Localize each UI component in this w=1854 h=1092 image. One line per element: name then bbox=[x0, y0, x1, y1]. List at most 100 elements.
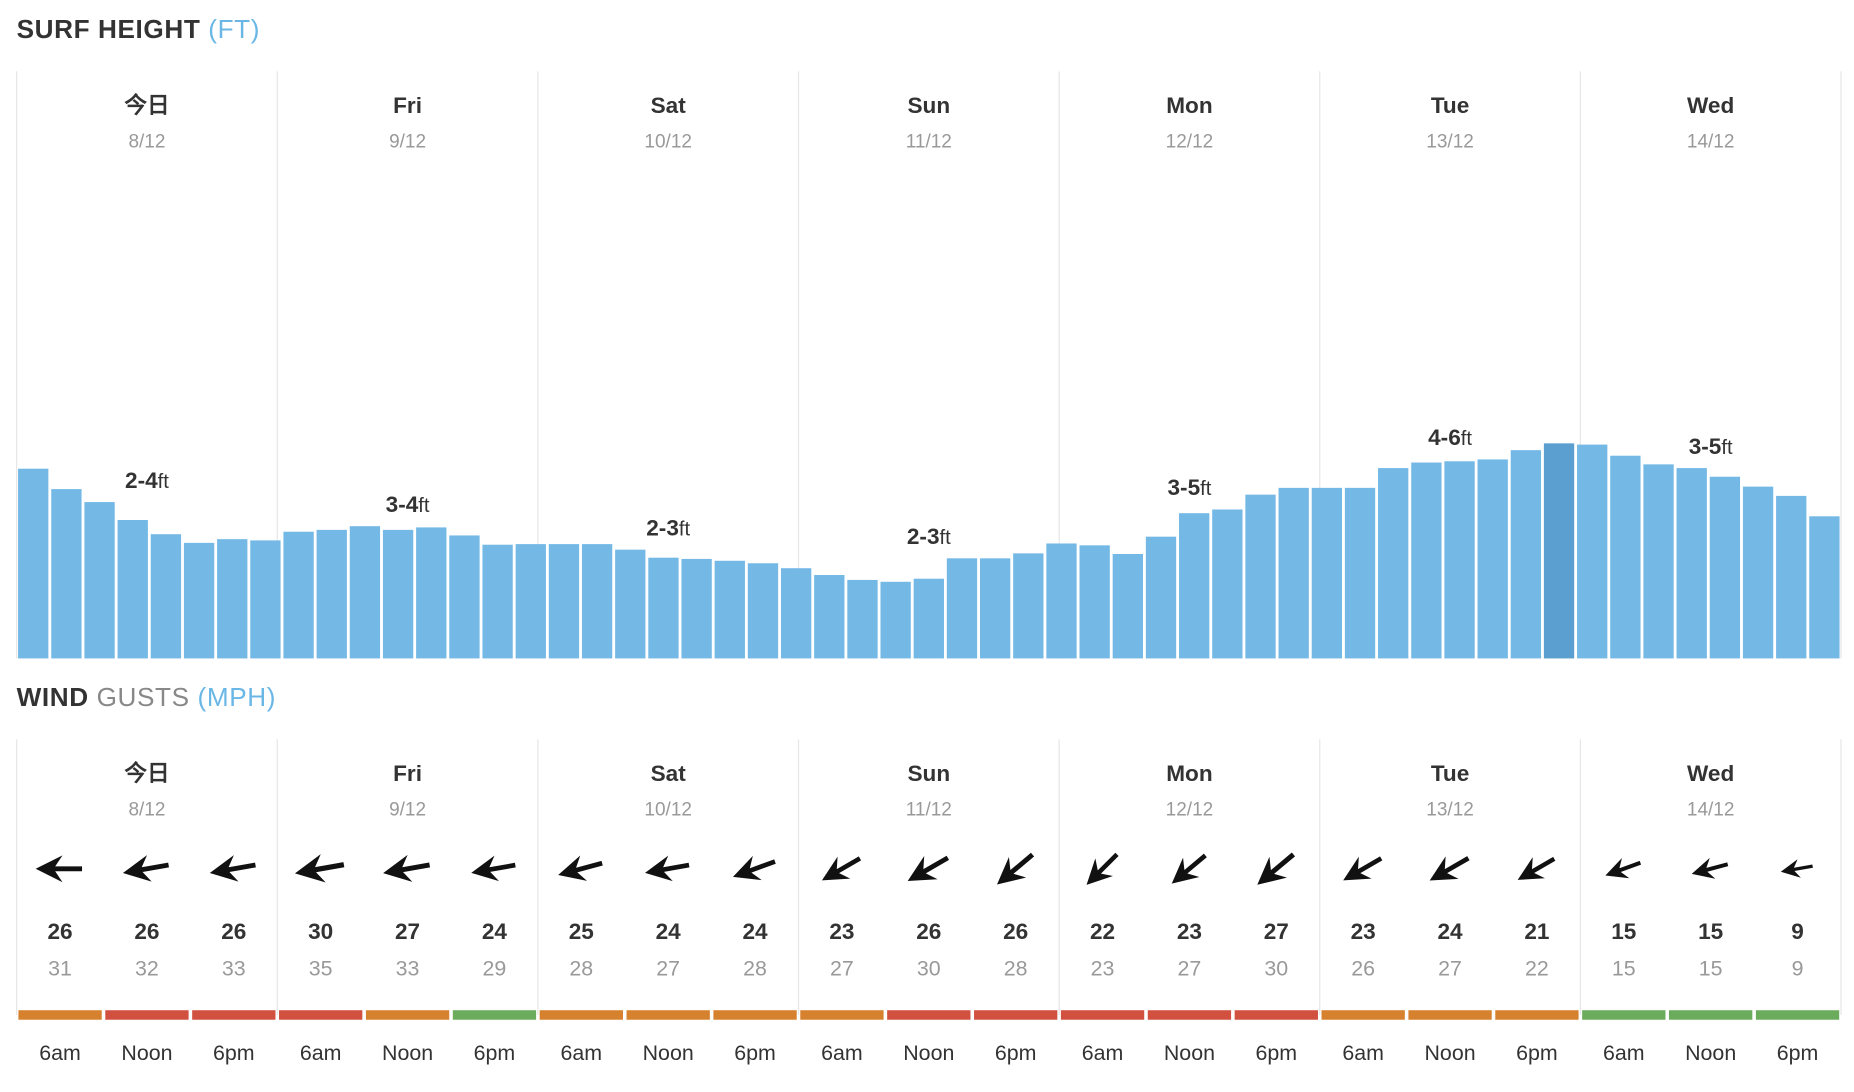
surf-bar[interactable] bbox=[117, 519, 148, 659]
surf-bar[interactable] bbox=[1046, 543, 1077, 659]
surf-bar[interactable] bbox=[1013, 553, 1044, 659]
surf-bar[interactable] bbox=[1311, 487, 1343, 659]
surf-bar[interactable] bbox=[1543, 443, 1575, 659]
wind-unit-text: (MPH) bbox=[197, 682, 277, 712]
surf-bar[interactable] bbox=[615, 549, 646, 659]
surf-bar[interactable] bbox=[1079, 545, 1110, 659]
surf-bar[interactable] bbox=[1112, 553, 1143, 659]
surf-bar[interactable] bbox=[150, 534, 182, 659]
surf-bar[interactable] bbox=[1444, 461, 1475, 659]
wind-direction-arrow-icon bbox=[1257, 852, 1296, 885]
surf-unit-text: (FT) bbox=[208, 14, 261, 44]
surf-bar[interactable] bbox=[1411, 462, 1442, 659]
wind-direction-arrow-icon bbox=[558, 855, 603, 881]
wind-direction-arrow-icon bbox=[732, 855, 776, 881]
wind-gust-value: 26 bbox=[1351, 957, 1375, 981]
wind-speed-value: 24 bbox=[1437, 919, 1463, 944]
surf-bar[interactable] bbox=[217, 539, 248, 659]
surf-day-name: Sat bbox=[651, 93, 687, 118]
wind-day-date: 8/12 bbox=[128, 799, 165, 820]
wind-direction-arrow-icon bbox=[1343, 856, 1383, 881]
surf-bar[interactable] bbox=[1742, 486, 1774, 659]
wind-direction-arrow-icon bbox=[1605, 857, 1642, 879]
surf-bar[interactable] bbox=[946, 558, 978, 659]
wind-direction-arrow-icon bbox=[383, 854, 431, 882]
surf-bar[interactable] bbox=[979, 558, 1011, 659]
surf-bar[interactable] bbox=[548, 544, 580, 659]
wind-gust-value: 30 bbox=[1264, 957, 1288, 981]
wind-direction-arrow-icon bbox=[1171, 853, 1207, 884]
surf-bar[interactable] bbox=[1610, 455, 1641, 659]
surf-bar[interactable] bbox=[1245, 494, 1276, 659]
wind-rating-bar bbox=[713, 1010, 797, 1020]
wind-day-date: 12/12 bbox=[1166, 799, 1214, 820]
surf-bar[interactable] bbox=[1510, 450, 1542, 659]
surf-bar[interactable] bbox=[1776, 495, 1807, 659]
wind-gust-value: 32 bbox=[135, 957, 159, 981]
surf-bar[interactable] bbox=[648, 557, 679, 659]
surf-bar[interactable] bbox=[714, 560, 745, 659]
wind-subtitle-text: GUSTS bbox=[96, 682, 190, 712]
wind-day-date: 14/12 bbox=[1687, 799, 1735, 820]
surf-bar[interactable] bbox=[1378, 468, 1409, 659]
surf-bar[interactable] bbox=[581, 544, 613, 659]
wind-rating-bar bbox=[452, 1010, 537, 1020]
surf-bar[interactable] bbox=[382, 529, 414, 659]
surf-bar[interactable] bbox=[482, 544, 513, 659]
surf-bar[interactable] bbox=[847, 579, 878, 659]
wind-speed-value: 24 bbox=[743, 919, 769, 944]
surf-bar[interactable] bbox=[681, 558, 712, 659]
surf-bar[interactable] bbox=[183, 542, 215, 659]
surf-bar[interactable] bbox=[1809, 516, 1840, 659]
surf-bar[interactable] bbox=[747, 563, 779, 659]
surf-bar[interactable] bbox=[449, 535, 480, 659]
wind-speed-value: 23 bbox=[1351, 919, 1376, 944]
surf-day-date: 14/12 bbox=[1687, 131, 1735, 152]
wind-gust-value: 27 bbox=[830, 957, 854, 981]
surf-bar[interactable] bbox=[349, 526, 381, 659]
surf-bar[interactable] bbox=[1477, 459, 1508, 659]
wind-time-label: 6pm bbox=[734, 1041, 776, 1065]
surf-bar[interactable] bbox=[880, 581, 911, 659]
wind-speed-value: 15 bbox=[1611, 919, 1636, 944]
wind-time-label: 6am bbox=[821, 1041, 863, 1065]
surf-bar[interactable] bbox=[283, 531, 314, 659]
wind-gust-value: 28 bbox=[569, 957, 593, 981]
wind-speed-value: 24 bbox=[656, 919, 682, 944]
surf-bar[interactable] bbox=[515, 544, 546, 659]
wind-gusts-chart: 今日 8/12 26 31 6am 26 32 Noon 26 33 6pm Fri 9/12 30 35 6… bbox=[16, 739, 1842, 1065]
surf-bar[interactable] bbox=[1212, 509, 1243, 659]
wind-speed-value: 22 bbox=[1090, 919, 1115, 944]
surf-bar[interactable] bbox=[1709, 476, 1741, 659]
wind-rating-bar bbox=[539, 1010, 623, 1020]
surf-bar[interactable] bbox=[416, 527, 447, 659]
surf-bar[interactable] bbox=[1676, 468, 1707, 659]
wind-gust-value: 35 bbox=[309, 957, 333, 981]
wind-direction-arrow-icon bbox=[1517, 856, 1556, 880]
wind-time-label: 6pm bbox=[995, 1041, 1037, 1065]
wind-rating-bar bbox=[1060, 1010, 1145, 1020]
wind-speed-value: 26 bbox=[221, 919, 246, 944]
surf-day-name: Mon bbox=[1166, 93, 1212, 118]
wind-rating-bar bbox=[192, 1010, 276, 1020]
surf-bar[interactable] bbox=[780, 568, 812, 659]
wind-speed-value: 23 bbox=[829, 919, 854, 944]
surf-bar[interactable] bbox=[913, 578, 944, 659]
wind-direction-arrow-icon bbox=[821, 856, 862, 881]
surf-bar[interactable] bbox=[1643, 464, 1674, 659]
surf-bar[interactable] bbox=[250, 540, 281, 659]
surf-bar[interactable] bbox=[51, 489, 82, 659]
wind-time-label: Noon bbox=[1685, 1041, 1736, 1065]
surf-bar[interactable] bbox=[1344, 487, 1376, 659]
wind-day-name: Sun bbox=[907, 761, 950, 786]
surf-bar[interactable] bbox=[1278, 487, 1309, 659]
surf-bar[interactable] bbox=[1145, 536, 1177, 659]
wind-direction-arrow-icon bbox=[996, 852, 1035, 885]
surf-bar[interactable] bbox=[18, 468, 49, 659]
surf-bar[interactable] bbox=[316, 529, 347, 659]
surf-bar[interactable] bbox=[84, 502, 115, 659]
surf-bar[interactable] bbox=[1179, 513, 1210, 659]
surf-bar[interactable] bbox=[1577, 444, 1608, 659]
surf-bar[interactable] bbox=[814, 574, 845, 659]
wind-direction-arrow-icon bbox=[209, 855, 256, 882]
